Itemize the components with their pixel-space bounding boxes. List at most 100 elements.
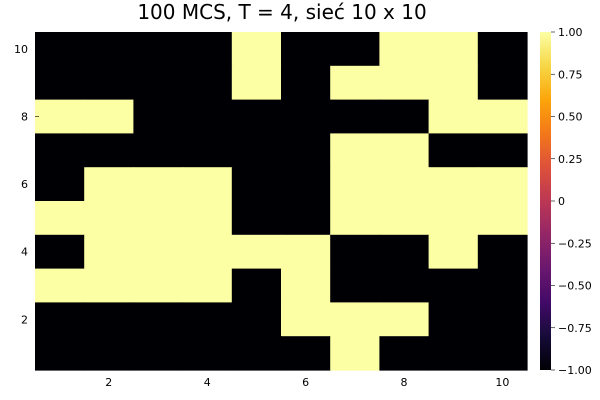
heatmap-cell xyxy=(428,167,479,202)
heatmap-cell xyxy=(35,234,85,270)
heatmap-cell xyxy=(330,32,380,67)
colorbar-tick-label: 0 xyxy=(558,195,565,208)
heatmap-cell xyxy=(330,268,380,303)
heatmap-cell xyxy=(182,268,233,303)
heatmap-cell xyxy=(428,133,479,168)
heatmap-cell xyxy=(35,99,85,134)
heatmap-cell xyxy=(182,65,233,101)
heatmap-cell xyxy=(477,65,528,101)
heatmap-cell xyxy=(35,167,85,202)
axes: 2 4 6 8 10 2 4 6 8 10 xyxy=(14,43,509,389)
heatmap-cell xyxy=(231,32,282,67)
heatmap-cell xyxy=(35,65,85,101)
heatmap-cell xyxy=(35,268,85,303)
heatmap-cell xyxy=(281,32,331,67)
heatmap-cell xyxy=(428,234,479,270)
heatmap-cell xyxy=(84,32,134,67)
heatmap-cell xyxy=(231,65,282,101)
heatmap-cell xyxy=(133,234,184,270)
heatmap-cell xyxy=(182,32,233,67)
heatmap-cell xyxy=(281,234,331,270)
y-tick-label: 4 xyxy=(21,246,28,259)
heatmap-cell xyxy=(428,201,479,236)
heatmap-cell xyxy=(84,133,134,168)
heatmap-cell xyxy=(379,268,430,303)
heatmap-cell xyxy=(281,65,331,101)
chart-title: 100 MCS, T = 4, sieć 10 x 10 xyxy=(137,0,426,24)
heatmap-cell xyxy=(379,201,430,236)
heatmap-cell xyxy=(379,133,430,168)
colorbar-tick-label: −0.50 xyxy=(558,280,592,293)
heatmap-cell xyxy=(231,234,282,270)
heatmap-cell xyxy=(231,302,282,337)
y-tick-label: 6 xyxy=(21,178,28,191)
colorbar-tick-label: 0.50 xyxy=(558,111,583,124)
x-tick-label: 2 xyxy=(105,376,112,389)
heatmap-cell xyxy=(428,99,479,134)
heatmap-cell xyxy=(182,201,233,236)
heatmap-cell xyxy=(330,133,380,168)
heatmap-cell xyxy=(477,32,528,67)
heatmap-cell xyxy=(133,32,184,67)
heatmap-cell xyxy=(133,167,184,202)
heatmap-cell xyxy=(133,268,184,303)
heatmap-cell xyxy=(330,65,380,101)
heatmap-cell xyxy=(231,167,282,202)
heatmap-cell xyxy=(379,32,430,67)
heatmap-cell xyxy=(281,167,331,202)
heatmap-cell xyxy=(428,336,479,371)
heatmap-cell xyxy=(231,99,282,134)
heatmap-cell xyxy=(133,201,184,236)
x-tick-label: 8 xyxy=(401,376,408,389)
heatmap-cell xyxy=(35,201,85,236)
heatmap-cell xyxy=(281,133,331,168)
heatmap-cell xyxy=(379,336,430,371)
heatmap-cell xyxy=(84,65,134,101)
heatmap-cell xyxy=(133,65,184,101)
heatmap-cell xyxy=(182,133,233,168)
heatmap-cell xyxy=(84,268,134,303)
colorbar-tick-label: 0.25 xyxy=(558,153,583,166)
heatmap-cell xyxy=(133,336,184,371)
colorbar-tick-label: 1.00 xyxy=(558,26,583,39)
heatmap-cell xyxy=(379,302,430,337)
heatmap-cell xyxy=(182,167,233,202)
heatmap-cell xyxy=(330,234,380,270)
colorbar-tick-label: −0.25 xyxy=(558,237,592,250)
heatmap-cell xyxy=(428,302,479,337)
x-tick-label: 10 xyxy=(495,376,509,389)
heatmap-cell xyxy=(231,268,282,303)
colorbar-gradient xyxy=(540,32,551,370)
y-tick-label: 2 xyxy=(21,313,28,326)
heatmap-cell xyxy=(477,167,528,202)
heatmap-cell xyxy=(182,302,233,337)
colorbar-tick-label: −1.00 xyxy=(558,364,592,377)
heatmap-cell xyxy=(84,167,134,202)
heatmap-cell xyxy=(428,65,479,101)
colorbar-tick-label: −0.75 xyxy=(558,322,592,335)
heatmap-cell xyxy=(477,133,528,168)
y-tick-label: 10 xyxy=(14,43,28,56)
heatmap-cell xyxy=(379,234,430,270)
heatmap-cell xyxy=(84,234,134,270)
heatmap-cell xyxy=(84,302,134,337)
colorbar: −1.00 −0.75 −0.50 −0.25 0 0.25 0.50 0.75 1.00 xyxy=(540,26,592,377)
heatmap-cell xyxy=(84,99,134,134)
heatmap-cell xyxy=(133,302,184,337)
heatmap-cell xyxy=(133,99,184,134)
heatmap-cell xyxy=(35,336,85,371)
x-tick-label: 6 xyxy=(302,376,309,389)
heatmap-cell xyxy=(379,167,430,202)
heatmap-cell xyxy=(84,336,134,371)
heatmap-cell xyxy=(379,65,430,101)
heatmap-cell xyxy=(477,201,528,236)
heatmap-cell xyxy=(428,32,479,67)
heatmap-cell xyxy=(182,234,233,270)
heatmap-cell xyxy=(330,336,380,371)
heatmap-cell xyxy=(477,336,528,371)
y-tick-label: 8 xyxy=(21,111,28,124)
colorbar-tick-label: 0.75 xyxy=(558,68,583,81)
heatmap-cell xyxy=(330,99,380,134)
heatmap-cell xyxy=(182,336,233,371)
